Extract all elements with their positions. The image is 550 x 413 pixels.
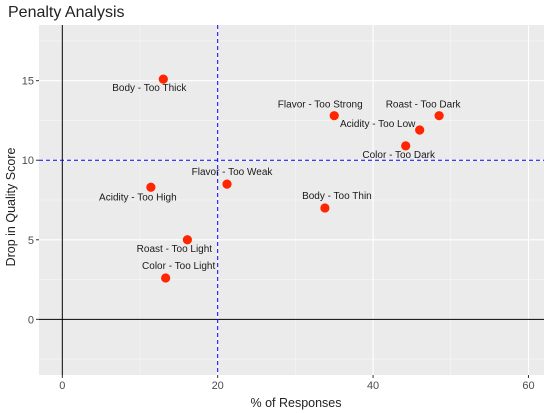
y-tick-label: 10 [22,155,34,167]
plot-panel: Body - Too Thick Flavor - Too Strong Roast… [39,25,544,375]
point-label: Roast - Too Dark [386,100,462,111]
point-label: Color - Too Light [142,261,215,272]
x-tick-label: 40 [367,380,379,392]
data-point [146,182,156,192]
data-point [182,235,192,245]
data-point [222,179,232,189]
data-point [329,111,339,121]
y-tick-label: 5 [28,235,34,247]
data-point [158,74,168,84]
x-tick-label: 20 [212,380,224,392]
point-label: Color - Too Dark [362,150,436,161]
point-label: Acidity - Too Low [340,119,416,130]
point-label: Body - Too Thin [302,191,372,202]
data-point [320,203,330,213]
point-label: Body - Too Thick [112,83,187,94]
data-point [415,125,425,135]
x-axis-title: % of Responses [250,396,341,410]
x-tick-label: 0 [59,380,65,392]
y-tick-label: 15 [22,76,34,88]
y-axis-title: Drop in Quality Score [4,148,18,267]
data-point [401,141,411,151]
x-tick-label: 60 [522,380,534,392]
chart-title: Penalty Analysis [8,4,125,21]
point-label: Acidity - Too High [99,192,177,203]
data-point [161,273,171,283]
data-point [434,111,444,121]
point-label: Roast - Too Light [137,244,213,255]
point-label: Flavor - Too Strong [278,100,363,111]
y-tick-label: 0 [28,314,34,326]
point-label: Flavor - Too Weak [192,167,274,178]
